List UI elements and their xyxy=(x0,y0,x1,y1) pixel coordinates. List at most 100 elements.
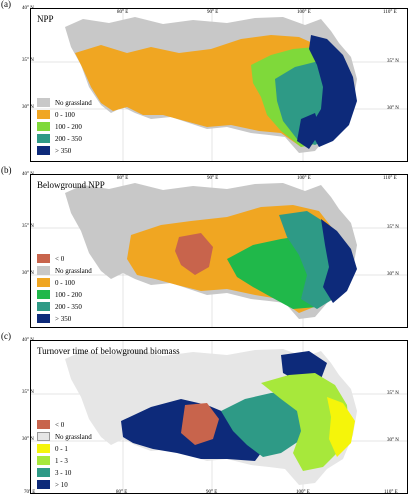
legend-label: < 0 xyxy=(55,420,65,429)
turnover-1-3-region xyxy=(261,373,349,471)
plateau-map-npp xyxy=(31,9,407,161)
legend-label: 0 - 1 xyxy=(55,444,68,453)
legend-swatch xyxy=(37,480,50,489)
panel-label: (c) xyxy=(1,331,11,341)
lat-tick: 30° N xyxy=(387,106,399,111)
map-title: Belowground NPP xyxy=(37,180,105,190)
lon-tick: 80° E xyxy=(117,10,129,15)
map-frame: 80° E 90° E 100° E 110° E 35° N 30° N NP… xyxy=(30,8,408,162)
legend-label: 1 - 3 xyxy=(55,456,68,465)
lat-tick: 35° N xyxy=(22,390,34,395)
lon-tick: 90° E xyxy=(206,490,218,495)
legend-label: 0 - 100 xyxy=(55,110,75,119)
legend-item: 200 - 350 xyxy=(37,301,92,312)
lon-tick: 110° E xyxy=(384,490,398,495)
map-legend: < 0 No grassland 0 - 1 1 - 3 3 - 10 > 10 xyxy=(37,419,92,491)
map-panel-a: (a) 80° E 90° E 100° E 110° E 35° N 30° … xyxy=(0,0,408,166)
bnpp-over-350-region xyxy=(321,219,357,303)
map-legend: No grassland 0 - 100 100 - 200 200 - 350… xyxy=(37,97,92,157)
legend-label: No grassland xyxy=(55,266,92,275)
lat-tick: 40° N xyxy=(22,172,34,177)
legend-item: No grassland xyxy=(37,97,92,108)
legend-swatch xyxy=(37,444,50,453)
legend-label: > 10 xyxy=(55,480,68,489)
lon-tick: 110° E xyxy=(383,176,397,181)
lon-tick: 110° E xyxy=(383,10,397,15)
legend-swatch xyxy=(37,302,50,311)
legend-label: 200 - 350 xyxy=(55,302,82,311)
legend-label: 100 - 200 xyxy=(55,122,82,131)
legend-label: 3 - 10 xyxy=(55,468,72,477)
legend-item: < 0 xyxy=(37,419,92,430)
legend-item: 0 - 100 xyxy=(37,109,92,120)
lat-tick: 35° N xyxy=(387,391,399,396)
lat-tick: 40° N xyxy=(22,338,34,343)
legend-item: 3 - 10 xyxy=(37,467,92,478)
lon-tick: 100° E xyxy=(297,176,311,181)
legend-swatch xyxy=(37,266,50,275)
lon-tick: 70° E xyxy=(24,490,36,495)
legend-item: < 0 xyxy=(37,253,92,264)
npp-over-350-region xyxy=(309,35,357,147)
legend-item: No grassland xyxy=(37,265,92,276)
legend-item: > 10 xyxy=(37,479,92,490)
legend-label: 0 - 100 xyxy=(55,278,75,287)
legend-swatch xyxy=(37,110,50,119)
legend-label: < 0 xyxy=(55,254,65,263)
legend-item: 100 - 200 xyxy=(37,289,92,300)
plateau-map-turnover-time xyxy=(31,341,407,493)
lon-tick: 90° E xyxy=(207,10,219,15)
map-legend: < 0 No grassland 0 - 100 100 - 200 200 -… xyxy=(37,253,92,325)
lat-tick: 35° N xyxy=(387,225,399,230)
legend-item: 200 - 350 xyxy=(37,133,92,144)
lat-tick: 30° N xyxy=(22,271,34,276)
legend-label: 100 - 200 xyxy=(55,290,82,299)
lon-tick: 80° E xyxy=(116,490,128,495)
legend-label: No grassland xyxy=(55,98,92,107)
legend-swatch xyxy=(37,420,50,429)
legend-label: 200 - 350 xyxy=(55,134,82,143)
legend-swatch xyxy=(37,314,50,323)
legend-item: > 350 xyxy=(37,145,92,156)
legend-swatch xyxy=(37,146,50,155)
lat-tick: 30° N xyxy=(22,105,34,110)
legend-swatch xyxy=(37,98,50,107)
legend-item: 0 - 1 xyxy=(37,443,92,454)
turnover-under-0-patch xyxy=(181,403,219,445)
lon-tick: 90° E xyxy=(207,176,219,181)
lat-tick: 40° N xyxy=(22,6,34,11)
lat-tick: 35° N xyxy=(22,224,34,229)
npp-over-350-patch xyxy=(297,113,321,149)
lat-tick: 30° N xyxy=(22,437,34,442)
panel-label: (b) xyxy=(1,165,12,175)
legend-item: No grassland xyxy=(37,431,92,442)
legend-label: > 350 xyxy=(55,146,72,155)
lat-tick: 35° N xyxy=(22,58,34,63)
lon-tick: 100° E xyxy=(297,10,311,15)
lat-tick: 30° N xyxy=(387,272,399,277)
legend-label: No grassland xyxy=(55,432,92,441)
map-panel-b: (b) 80° E 90° E 100° E 110° E 35° N 30° … xyxy=(0,165,408,332)
map-panel-c: (c) 35° N 30° N Turnover time of belowgr… xyxy=(0,331,408,498)
legend-label: > 350 xyxy=(55,314,72,323)
map-title: NPP xyxy=(37,14,54,24)
legend-swatch xyxy=(37,290,50,299)
legend-swatch xyxy=(37,134,50,143)
lon-tick: 80° E xyxy=(117,176,129,181)
legend-swatch xyxy=(37,456,50,465)
turnover-3-10-region xyxy=(221,391,309,457)
lon-tick: 100° E xyxy=(296,490,310,495)
map-title: Turnover time of belowground biomass xyxy=(37,346,180,356)
bnpp-under-0-patch xyxy=(175,233,213,275)
legend-item: > 350 xyxy=(37,313,92,324)
lat-tick: 30° N xyxy=(387,438,399,443)
legend-swatch xyxy=(37,432,50,441)
legend-swatch xyxy=(37,254,50,263)
legend-swatch xyxy=(37,468,50,477)
legend-swatch xyxy=(37,278,50,287)
legend-item: 0 - 100 xyxy=(37,277,92,288)
map-frame: 35° N 30° N Turnover time of belowground… xyxy=(30,340,408,494)
plateau-map-belowground-npp xyxy=(31,175,407,327)
legend-item: 100 - 200 xyxy=(37,121,92,132)
panel-label: (a) xyxy=(1,0,11,9)
